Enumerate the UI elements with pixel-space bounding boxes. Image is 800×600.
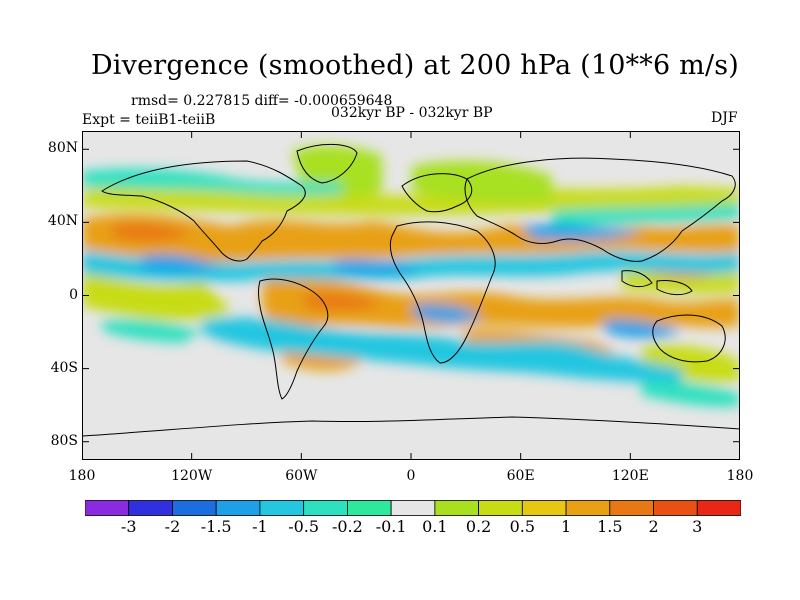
colorbar-label: 0.5 <box>509 517 536 536</box>
latitude-tick-label: 40S <box>50 359 78 376</box>
colorbar-label: 0.2 <box>465 517 492 536</box>
colorbar-label: 2 <box>648 517 659 536</box>
colorbar-box <box>434 500 480 516</box>
colorbar-label: -1.5 <box>200 517 232 536</box>
positive-band-strong <box>112 223 722 311</box>
colorbar-label: -0.2 <box>331 517 363 536</box>
south-america-outline <box>258 278 329 400</box>
season-label: DJF <box>711 110 738 126</box>
axis-ticks <box>82 131 740 460</box>
colorbar-box <box>390 500 436 516</box>
colorbar-label: -0.1 <box>375 517 407 536</box>
colorbar-label: -2 <box>164 517 181 536</box>
colorbar <box>85 500 741 516</box>
colorbar-box <box>478 500 523 516</box>
negative-band <box>412 304 682 338</box>
colorbar-box <box>521 500 567 516</box>
colorbar-box <box>128 500 173 516</box>
latitude-tick-label: 40N <box>47 213 78 230</box>
africa-outline <box>389 221 496 364</box>
longitude-tick-label: 120E <box>611 468 649 484</box>
colorbar-label: 0.1 <box>422 517 448 536</box>
southeast-asia-islands-outline <box>621 270 693 296</box>
colorbar-box <box>696 500 741 516</box>
map-title: Divergence (smoothed) at 200 hPa (10**6 … <box>90 50 740 81</box>
continent-outlines <box>82 143 740 437</box>
longitude-tick-label: 180 <box>726 468 754 484</box>
antarctica-outline <box>82 416 740 437</box>
map-panel <box>82 131 740 460</box>
world-map <box>82 131 740 460</box>
negative-band <box>202 317 682 386</box>
experiment-label: Expt = teiiB1-teiiB <box>82 112 216 128</box>
period-label: 032kyr BP - 032kyr BP <box>331 105 493 121</box>
divergence-field <box>82 145 740 407</box>
colorbar-label: 3 <box>692 517 703 536</box>
longitude-tick-label: 180 <box>68 468 96 484</box>
negative-band <box>82 168 740 226</box>
colorbar-label: -0.5 <box>288 517 320 536</box>
colorbar-box <box>653 500 698 516</box>
colorbar-label: -3 <box>120 517 137 536</box>
latitude-tick-label: 80S <box>50 432 78 449</box>
colorbar-label: -1 <box>252 517 268 536</box>
colorbar-box <box>172 500 217 516</box>
positive-band <box>262 276 740 328</box>
negative-band <box>102 319 740 407</box>
positive-band <box>292 145 552 203</box>
longitude-tick-label: 60W <box>285 468 318 484</box>
colorbar-box <box>565 500 611 516</box>
colorbar-box <box>346 500 392 516</box>
colorbar-box <box>609 500 654 516</box>
colorbar-label: 1.5 <box>597 517 623 536</box>
colorbar-box <box>259 500 305 516</box>
latitude-tick-label: 0 <box>69 286 78 303</box>
colorbar-box <box>85 500 130 516</box>
positive-band <box>82 213 740 262</box>
asia-outline <box>464 157 736 262</box>
colorbar-label: 1 <box>560 517 572 536</box>
australia-outline <box>652 314 726 363</box>
rmsd-diff-text: rmsd= 0.227815 diff= -0.000659648 <box>131 93 393 109</box>
colorbar-box <box>215 500 261 516</box>
latitude-tick-label: 80N <box>47 140 78 157</box>
longitude-tick-label: 120W <box>171 468 213 484</box>
europe-outline <box>401 173 473 213</box>
longitude-tick-label: 0 <box>406 468 416 484</box>
greenland-outline <box>296 143 358 184</box>
longitude-tick-label: 60E <box>506 468 535 484</box>
colorbar-box <box>303 500 348 516</box>
negative-band <box>142 224 642 275</box>
north-america-outline <box>101 160 306 262</box>
